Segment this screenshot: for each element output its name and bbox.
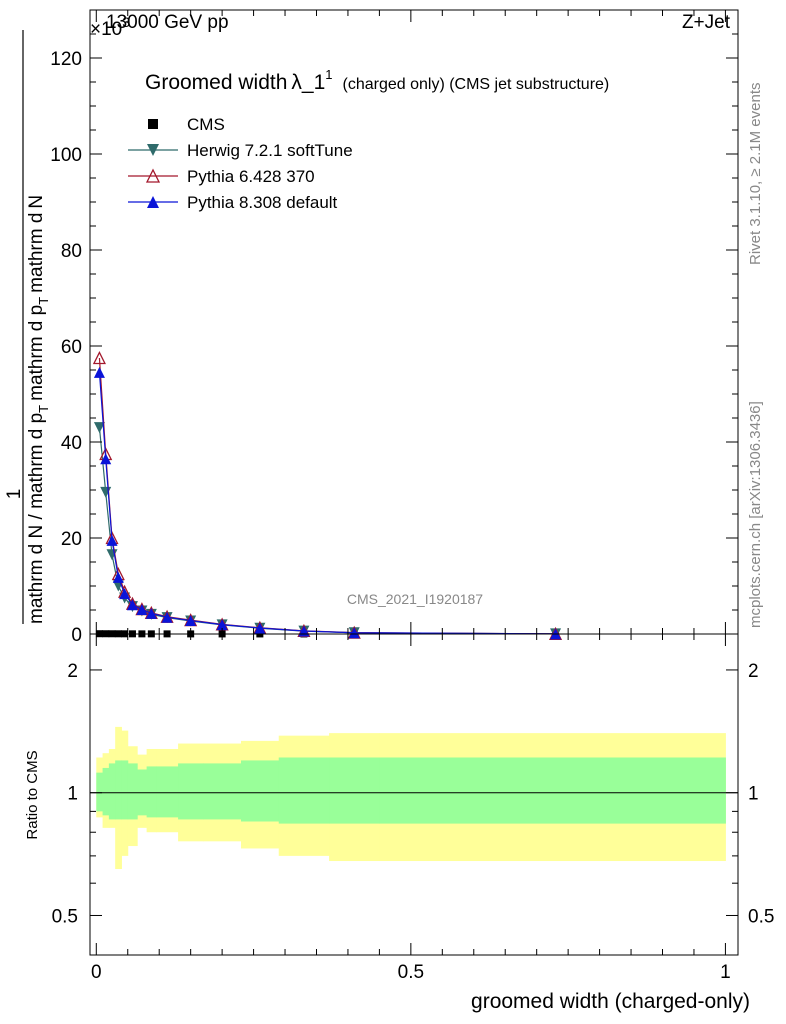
x-tick-label: 1 <box>720 962 731 983</box>
data-point <box>254 622 266 634</box>
ratio-y-tick-label-right: 0.5 <box>748 906 774 927</box>
data-point <box>93 366 105 378</box>
series-line <box>98 372 556 635</box>
data-point <box>145 607 157 619</box>
main-plot-area <box>92 351 563 640</box>
main-panel: CMS_2021_I1920187 0 20 40 60 80 100 120 Groome… <box>4 9 739 646</box>
legend-label: Pythia 6.428 370 <box>187 167 315 186</box>
inner-band <box>115 760 122 820</box>
ratio-y-tick-label: 0.5 <box>52 906 78 927</box>
series-line <box>98 357 556 635</box>
data-point <box>100 486 112 498</box>
series-1 <box>93 422 562 640</box>
legend-label: Pythia 8.308 default <box>187 193 338 212</box>
data-point <box>119 588 131 600</box>
ratio-y-tick-label-right: 1 <box>748 784 759 805</box>
legend-label: CMS <box>187 115 225 134</box>
legend: CMS Herwig 7.2.1 softTune Pythia 6.428 370… <box>128 115 353 212</box>
inner-band <box>146 766 157 818</box>
ratio-y-tick-label: 1 <box>67 784 78 805</box>
xlabel: groomed width (charged-only) <box>471 990 750 1013</box>
ratio-frame <box>89 633 739 956</box>
inner-band <box>108 763 116 820</box>
watermark: CMS_2021_I1920187 <box>347 591 483 607</box>
inner-band <box>379 757 726 824</box>
chart-title: Groomed width λ_11(charged only) (CMS jet… <box>145 67 609 94</box>
y-tick-label: 80 <box>61 241 82 262</box>
data-point <box>348 627 360 639</box>
ratio-y-tick-label: 2 <box>67 661 78 682</box>
data-point <box>100 453 112 465</box>
inner-band <box>127 763 138 820</box>
inner-band <box>203 763 242 820</box>
data-point <box>147 144 159 156</box>
data-point <box>136 604 148 616</box>
ratio-y-tick-label-right: 2 <box>748 661 759 682</box>
data-point <box>216 619 228 631</box>
x-tick-label: 0.5 <box>398 962 424 983</box>
data-point <box>126 599 138 611</box>
data-point <box>147 196 159 208</box>
legend-label: Herwig 7.2.1 softTune <box>187 141 353 160</box>
y-tick-label: 40 <box>61 433 82 454</box>
x-tick-label: 0 <box>91 962 102 983</box>
inner-band <box>156 766 179 818</box>
y-tick-label: 100 <box>50 145 82 166</box>
data-point <box>145 168 161 183</box>
ratio-plot-area <box>90 726 738 870</box>
main-frame <box>89 9 739 635</box>
rivet-label: Rivet 3.1.10, ≥ 2.1M events <box>747 83 764 266</box>
data-point <box>161 611 173 623</box>
exponent-label: ×103 <box>90 14 130 40</box>
legend-entry: Pythia 8.308 default <box>128 193 338 212</box>
mcplots-label: mcplots.cern.ch [arXiv:1306.3436] <box>747 401 764 628</box>
main-axes: 0 20 40 60 80 100 120 <box>50 9 738 646</box>
data-point <box>112 571 124 583</box>
legend-entry: Herwig 7.2.1 softTune <box>128 141 353 160</box>
main-ylabel: 1 mathrm d N / mathrm d pTmathrm d pTmat… <box>4 30 51 624</box>
y-tick-label: 0 <box>71 625 82 646</box>
series-2 <box>92 351 563 640</box>
ylabel-numerator-one: 1 <box>4 489 25 500</box>
y-tick-label: 120 <box>50 49 82 70</box>
data-point <box>106 534 118 546</box>
ratio-ylabel: Ratio to CMS <box>24 750 41 839</box>
process-label: Z+Jet <box>682 12 731 33</box>
ratio-panel: 0.5 0.5 1 1 2 2 0 0.5 1 Ratio to CMS groomed wid… <box>24 633 774 1013</box>
energy-label: 13000 GeV pp <box>106 12 229 33</box>
inner-band <box>102 767 110 816</box>
legend-entry: CMS <box>148 115 225 134</box>
legend-entry: Pythia 6.428 370 <box>128 167 315 186</box>
inner-band <box>240 760 280 822</box>
ylabel-denominator: mathrm d N / mathrm d pTmathrm d pTmathr… <box>26 195 51 624</box>
ratio-axes: 0.5 0.5 1 1 2 2 0 0.5 1 <box>52 634 774 983</box>
inner-band <box>96 772 104 812</box>
data-point <box>92 351 106 365</box>
series-3 <box>93 366 562 640</box>
data-point <box>93 422 105 434</box>
inner-band <box>178 763 204 820</box>
inner-band <box>329 757 380 824</box>
y-tick-label: 60 <box>61 337 82 358</box>
inner-band <box>278 757 330 824</box>
y-tick-label: 20 <box>61 529 82 550</box>
series-line <box>98 427 556 635</box>
data-point <box>185 615 197 627</box>
inner-band <box>121 760 129 820</box>
data-point <box>148 119 158 129</box>
